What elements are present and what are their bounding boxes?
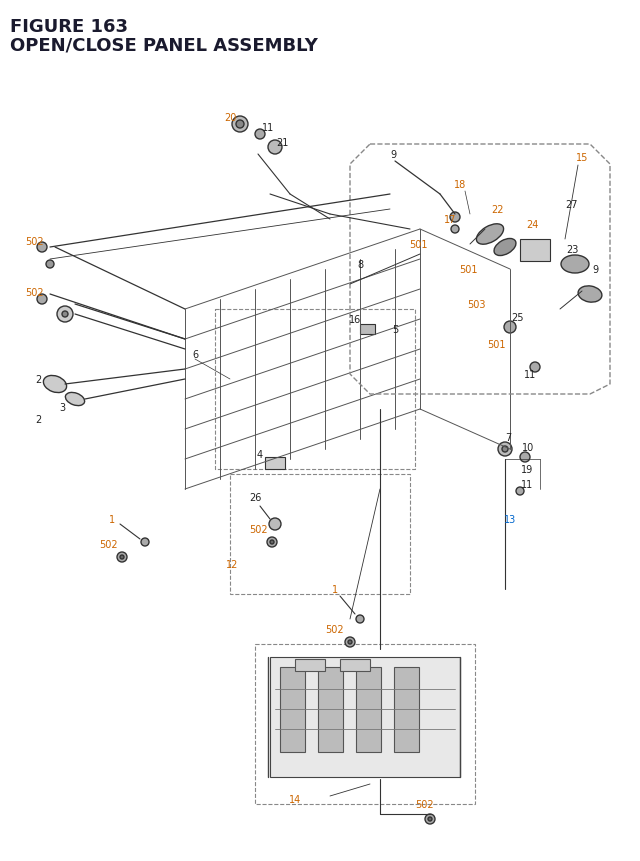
Circle shape <box>356 616 364 623</box>
Bar <box>360 325 375 335</box>
Circle shape <box>269 518 281 530</box>
Circle shape <box>255 130 265 139</box>
Text: 20: 20 <box>224 113 236 123</box>
Text: 1: 1 <box>109 514 115 524</box>
Text: 9: 9 <box>390 150 396 160</box>
Text: FIGURE 163: FIGURE 163 <box>10 18 128 36</box>
Text: 502: 502 <box>416 799 435 809</box>
Text: 1: 1 <box>332 585 338 594</box>
Circle shape <box>57 307 73 323</box>
Text: 501: 501 <box>409 239 428 250</box>
Text: 22: 22 <box>492 205 504 214</box>
Text: 11: 11 <box>521 480 533 489</box>
Circle shape <box>236 121 244 129</box>
Ellipse shape <box>65 393 84 406</box>
Ellipse shape <box>476 225 504 245</box>
Bar <box>265 457 285 469</box>
Text: 502: 502 <box>249 524 268 535</box>
Bar <box>270 657 460 777</box>
Text: 26: 26 <box>249 492 261 503</box>
Circle shape <box>451 226 459 233</box>
Text: 27: 27 <box>566 200 579 210</box>
Circle shape <box>267 537 277 548</box>
Text: 15: 15 <box>576 152 588 163</box>
Circle shape <box>425 814 435 824</box>
Circle shape <box>62 312 68 318</box>
Text: 3: 3 <box>59 403 65 412</box>
Text: 501: 501 <box>487 339 505 350</box>
Text: OPEN/CLOSE PANEL ASSEMBLY: OPEN/CLOSE PANEL ASSEMBLY <box>10 36 318 54</box>
Text: 2: 2 <box>35 414 41 424</box>
Text: 12: 12 <box>226 560 238 569</box>
Circle shape <box>37 243 47 253</box>
Text: 502: 502 <box>26 288 44 298</box>
Text: 4: 4 <box>257 449 263 460</box>
Circle shape <box>504 322 516 333</box>
Circle shape <box>37 294 47 305</box>
Bar <box>280 667 305 753</box>
Bar <box>520 239 550 262</box>
Circle shape <box>120 555 124 560</box>
Bar <box>230 474 410 594</box>
Text: 7: 7 <box>505 432 511 443</box>
Circle shape <box>520 453 530 462</box>
Circle shape <box>530 362 540 373</box>
Circle shape <box>502 447 508 453</box>
Bar <box>394 667 419 753</box>
Text: 6: 6 <box>192 350 198 360</box>
Text: 14: 14 <box>289 794 301 804</box>
Ellipse shape <box>44 376 67 393</box>
Text: 16: 16 <box>349 314 361 325</box>
Text: 25: 25 <box>512 313 524 323</box>
Text: 502: 502 <box>326 624 344 635</box>
Circle shape <box>450 213 460 223</box>
Circle shape <box>516 487 524 495</box>
Ellipse shape <box>578 287 602 303</box>
Text: 18: 18 <box>454 180 466 189</box>
Text: 5: 5 <box>392 325 398 335</box>
Text: 11: 11 <box>262 123 274 133</box>
Text: 17: 17 <box>444 214 456 225</box>
Ellipse shape <box>561 256 589 274</box>
Bar <box>255 644 475 804</box>
Circle shape <box>270 541 274 544</box>
Text: 503: 503 <box>467 300 485 310</box>
Circle shape <box>498 443 512 456</box>
Text: 502: 502 <box>99 539 117 549</box>
Circle shape <box>345 637 355 647</box>
Text: 8: 8 <box>357 260 363 269</box>
Text: 10: 10 <box>522 443 534 453</box>
Circle shape <box>46 261 54 269</box>
Circle shape <box>117 553 127 562</box>
Text: 23: 23 <box>566 245 578 255</box>
Bar <box>340 660 370 672</box>
Bar <box>318 667 343 753</box>
Text: 502: 502 <box>26 237 44 247</box>
Circle shape <box>348 641 352 644</box>
Bar <box>356 667 381 753</box>
Bar <box>295 660 325 672</box>
Text: 21: 21 <box>276 138 288 148</box>
Circle shape <box>268 141 282 155</box>
Text: 501: 501 <box>459 264 477 275</box>
Text: 9: 9 <box>592 264 598 275</box>
Text: 2: 2 <box>35 375 41 385</box>
Text: 11: 11 <box>524 369 536 380</box>
Circle shape <box>428 817 432 821</box>
Ellipse shape <box>494 239 516 257</box>
Text: 13: 13 <box>504 514 516 524</box>
Text: 24: 24 <box>526 220 538 230</box>
Circle shape <box>141 538 149 547</box>
Text: 19: 19 <box>521 464 533 474</box>
Bar <box>215 310 415 469</box>
Circle shape <box>232 117 248 133</box>
